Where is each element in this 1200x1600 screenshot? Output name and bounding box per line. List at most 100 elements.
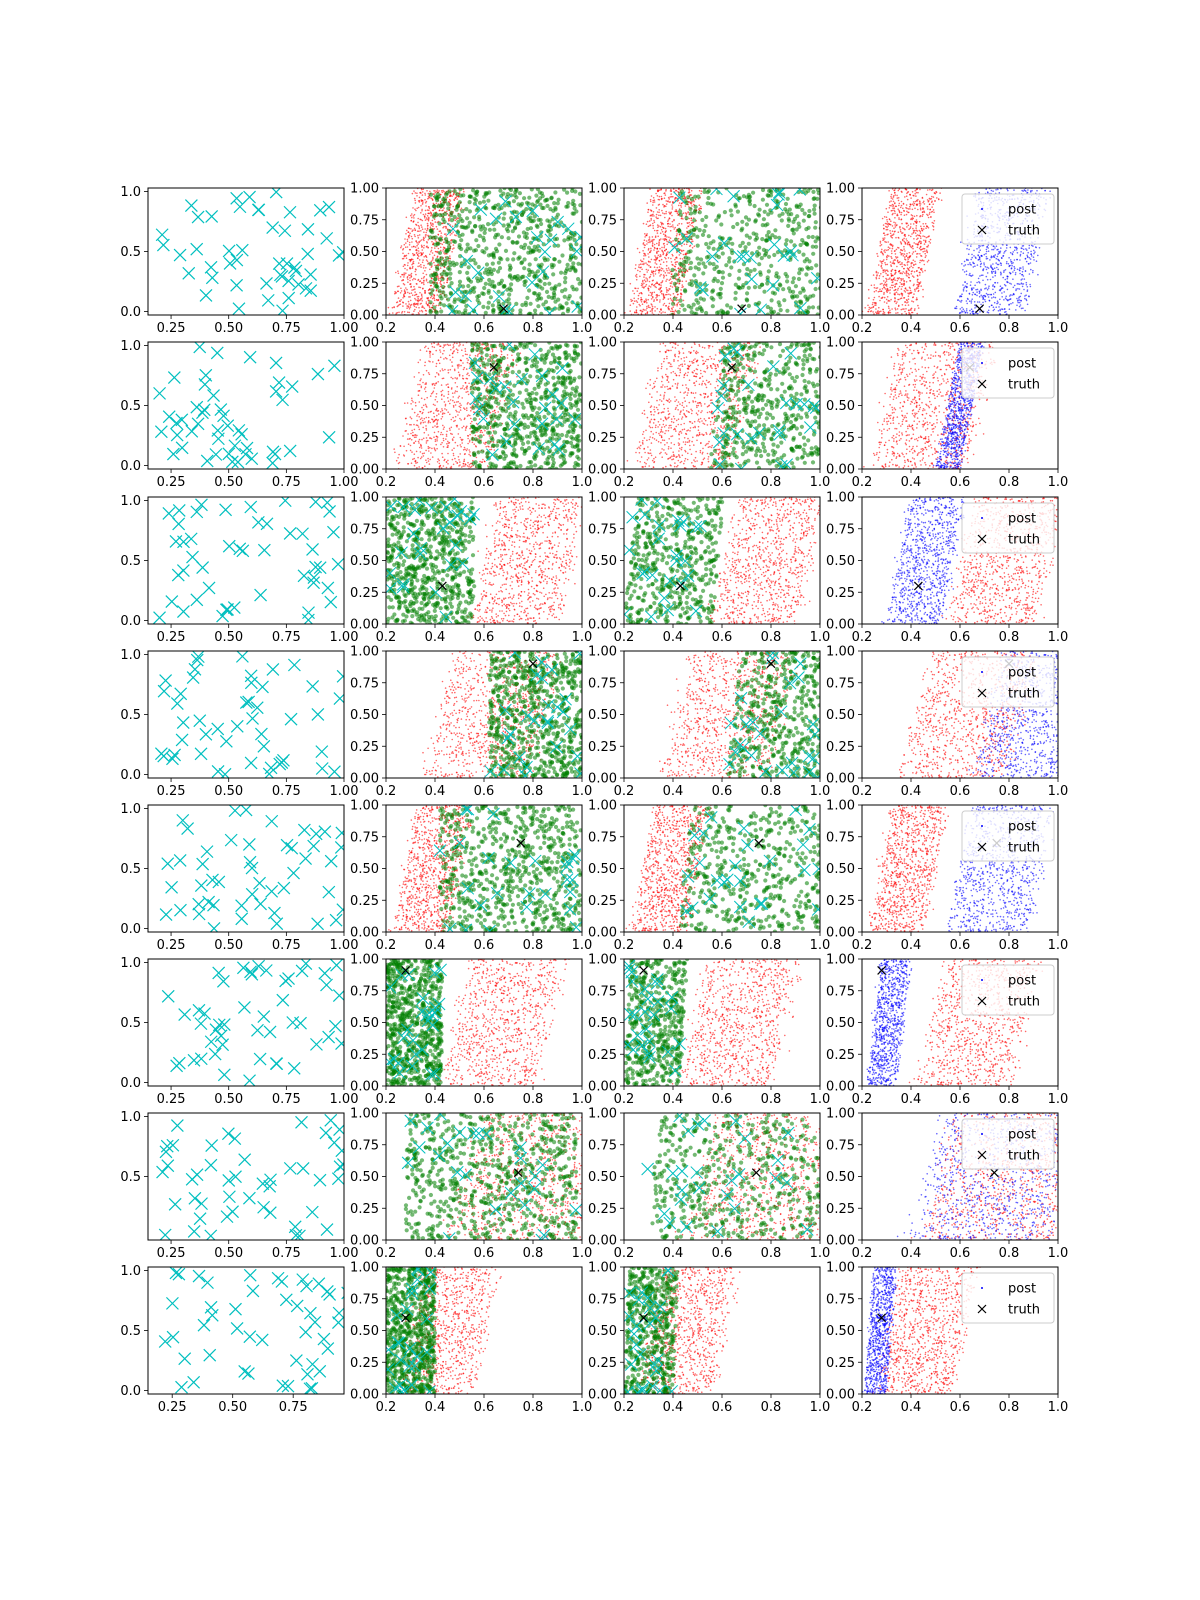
red-points-point (431, 277, 433, 280)
red-points-point (887, 225, 890, 227)
red-points-point (902, 278, 904, 280)
green-points-point (502, 211, 507, 216)
green-points-point (559, 220, 564, 225)
cyan-cross (706, 250, 719, 263)
sample-cross (230, 253, 244, 267)
red-points-point (878, 295, 880, 298)
green-points-point (800, 238, 805, 243)
post-points-point (972, 291, 974, 294)
red-points-point (661, 197, 663, 200)
cyan-cross (499, 195, 512, 208)
post-points-point (979, 249, 981, 251)
red-points-point (885, 283, 888, 286)
red-points-point (904, 291, 907, 293)
red-points-point (694, 198, 697, 201)
red-points-point (407, 278, 409, 281)
red-points-point (903, 279, 905, 282)
green-points-point (523, 300, 528, 305)
red-points-point (655, 192, 657, 195)
red-points-point (418, 252, 420, 255)
post-points-point (987, 309, 990, 312)
red-points-point (890, 278, 893, 281)
red-points-point (881, 248, 883, 251)
red-points-point (914, 190, 916, 192)
red-points-point (913, 231, 915, 233)
green-points-point (508, 273, 513, 278)
red-points-point (921, 229, 924, 232)
green-points-point (541, 302, 546, 307)
red-points-point (406, 238, 409, 241)
red-points-point (905, 308, 907, 310)
red-points-point (429, 222, 432, 224)
post-points-point (1024, 270, 1027, 272)
red-points-point (442, 250, 444, 252)
red-points-point (910, 203, 912, 206)
red-points-point (901, 222, 903, 225)
red-points-point (682, 249, 685, 252)
green-points-point (431, 214, 437, 219)
post-points-point (994, 270, 997, 273)
red-points-point (887, 241, 889, 243)
red-points-point (672, 224, 674, 226)
red-points-point (641, 286, 644, 288)
green-points-point (499, 205, 504, 211)
post-points-point (983, 262, 985, 264)
red-points-point (671, 206, 674, 208)
red-points-point (932, 196, 935, 198)
red-points-point (402, 301, 404, 304)
red-points-point (647, 288, 650, 291)
red-points-point (932, 203, 934, 205)
post-points-point (968, 248, 970, 251)
green-points-point (474, 192, 479, 197)
red-points-point (405, 242, 407, 244)
green-points-point (516, 234, 522, 239)
red-points-point (910, 218, 912, 221)
red-points-point (422, 252, 425, 254)
red-points-point (417, 224, 420, 227)
red-points-point (898, 285, 901, 288)
red-points-point (680, 266, 683, 269)
post-points-point (960, 311, 962, 314)
post-points-point (1007, 189, 1009, 192)
red-points-point (887, 289, 890, 292)
post-points-point (1007, 281, 1009, 284)
sample-cross (320, 231, 334, 245)
green-points-point (767, 188, 772, 193)
red-points-point (915, 225, 918, 227)
red-points-point (649, 261, 651, 263)
green-points-point (785, 279, 790, 284)
post-points-point (998, 192, 1001, 194)
red-points-point (880, 265, 882, 268)
red-points-point (907, 191, 910, 193)
red-points-point (391, 306, 394, 309)
red-points-point (678, 254, 681, 256)
red-points-point (637, 294, 640, 297)
post-points-point (960, 301, 962, 303)
post-points-point (979, 260, 982, 263)
green-points-point (457, 243, 462, 248)
green-points-point (765, 281, 770, 286)
green-points-point (798, 242, 803, 248)
cyan-cross (672, 191, 686, 204)
red-points-point (880, 250, 883, 253)
red-points-point (420, 239, 423, 241)
red-points-point (691, 238, 693, 241)
red-points-point (653, 201, 656, 203)
red-points-point (432, 257, 434, 260)
post-points-point (974, 265, 976, 268)
red-points-point (430, 251, 432, 253)
post-points-point (1024, 258, 1027, 260)
sample-cross (235, 243, 249, 257)
red-points-point (430, 212, 433, 214)
red-points-point (900, 279, 903, 282)
red-points-point (927, 259, 930, 262)
green-points-point (809, 266, 814, 271)
red-points-point (919, 242, 922, 245)
red-points-point (896, 256, 899, 259)
red-points-point (432, 256, 434, 259)
red-points-point (665, 253, 668, 255)
red-points-point (420, 230, 422, 232)
red-points-point (889, 243, 891, 246)
red-points-point (666, 243, 668, 246)
post-points-point (997, 310, 1000, 312)
